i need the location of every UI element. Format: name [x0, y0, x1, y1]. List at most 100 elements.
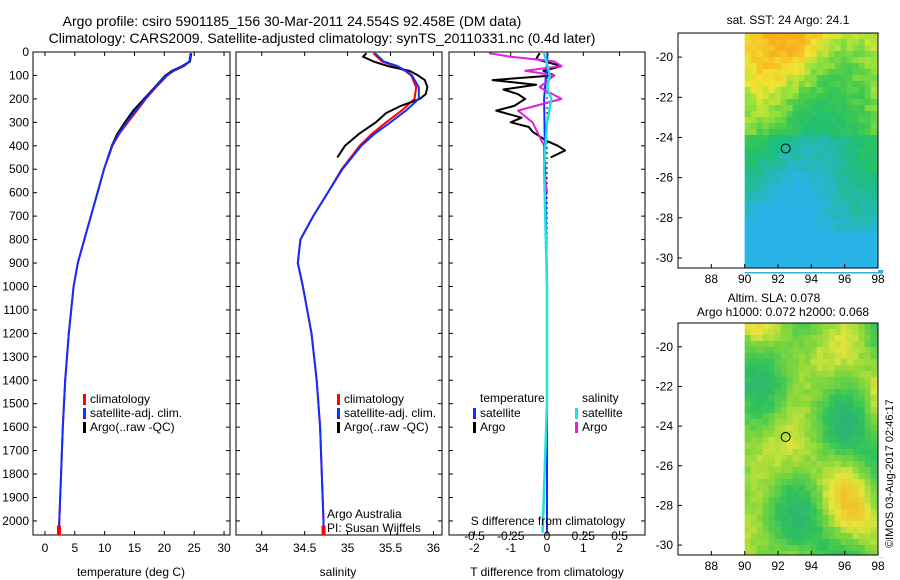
map-cell — [798, 81, 806, 88]
title-line-2: Climatology: CARS2009. Satellite-adjuste… — [49, 30, 596, 46]
map-cell — [762, 33, 770, 40]
map-cell — [870, 323, 878, 330]
map-cell — [810, 87, 818, 94]
map-cell — [852, 105, 860, 112]
map-cell — [852, 171, 860, 178]
map-cell — [774, 231, 782, 238]
map-cell — [780, 527, 788, 534]
map-cell — [798, 51, 806, 58]
map-cell — [744, 365, 752, 372]
y-tick-label: 2000 — [2, 514, 29, 528]
map-cell — [834, 335, 842, 342]
map-cell — [810, 99, 818, 106]
map-cell — [834, 413, 842, 420]
map-cell — [786, 323, 794, 330]
map-cell — [762, 533, 770, 540]
map-cell — [822, 419, 830, 426]
map-cell — [768, 347, 776, 354]
map-cell — [756, 551, 764, 558]
map-cell — [864, 93, 872, 100]
map-cell — [774, 75, 782, 82]
map-cell — [828, 437, 836, 444]
map-cell — [774, 57, 782, 64]
map-cell — [816, 419, 824, 426]
map-cell — [840, 365, 848, 372]
map-cell — [864, 135, 872, 142]
map-cell — [804, 497, 812, 504]
map-cell — [852, 437, 860, 444]
map-cell — [858, 51, 866, 58]
map-cell — [744, 129, 752, 136]
map-cell — [768, 437, 776, 444]
map-cell — [798, 45, 806, 52]
map-cell — [846, 521, 854, 528]
map-cell — [834, 261, 842, 268]
map-cell — [804, 123, 812, 130]
map-cell — [840, 147, 848, 154]
map-cell — [750, 437, 758, 444]
map-cell — [780, 497, 788, 504]
map-cell — [798, 99, 806, 106]
map-cell — [786, 177, 794, 184]
map-cell — [822, 503, 830, 510]
map-cell — [810, 231, 818, 238]
map-cell — [834, 75, 842, 82]
map-cell — [780, 243, 788, 250]
map-cell — [816, 213, 824, 220]
map-cell — [870, 539, 878, 546]
map-cell — [756, 123, 764, 130]
map-cell — [816, 183, 824, 190]
map-cell — [750, 353, 758, 360]
map-cell — [840, 75, 848, 82]
map-cell — [846, 455, 854, 462]
map-cell — [840, 389, 848, 396]
map-cell — [828, 117, 836, 124]
map-cell — [852, 207, 860, 214]
map-cell — [756, 515, 764, 522]
map-cell — [840, 479, 848, 486]
map-cell — [870, 467, 878, 474]
map-cell — [792, 455, 800, 462]
map-cell — [840, 111, 848, 118]
map-cell — [834, 117, 842, 124]
map-cell — [840, 437, 848, 444]
map-cell — [822, 177, 830, 184]
map-cell — [816, 105, 824, 112]
map-cell — [804, 51, 812, 58]
map-cell — [870, 249, 878, 256]
map-cell — [858, 389, 866, 396]
map-cell — [756, 153, 764, 160]
map-cell — [870, 383, 878, 390]
map-cell — [762, 359, 770, 366]
map-cell — [840, 413, 848, 420]
map-cell — [846, 189, 854, 196]
map-cell — [804, 75, 812, 82]
map-cell — [810, 33, 818, 40]
y-tick-label: 1200 — [2, 326, 29, 340]
x-tick-label-salinity: -0.25 — [497, 529, 525, 543]
map-cell — [822, 455, 830, 462]
map-cell — [804, 105, 812, 112]
map-cell — [846, 231, 854, 238]
map-cell — [744, 243, 752, 250]
map-cell — [798, 461, 806, 468]
map-cell — [792, 63, 800, 70]
map-cell — [750, 455, 758, 462]
map-cell — [774, 377, 782, 384]
map-cell — [792, 389, 800, 396]
y-tick-label: 1300 — [2, 350, 29, 364]
map-cell — [762, 539, 770, 546]
map-cell — [846, 195, 854, 202]
map-cell — [750, 491, 758, 498]
map-cell — [810, 473, 818, 480]
map-cell — [762, 261, 770, 268]
x-axis-label: T difference from climatology — [470, 565, 624, 579]
map-cell — [798, 377, 806, 384]
map-cell — [798, 395, 806, 402]
map-cell — [864, 389, 872, 396]
map-cell — [810, 521, 818, 528]
map-cell — [840, 431, 848, 438]
map-cell — [846, 491, 854, 498]
map-cell — [756, 461, 764, 468]
map-cell — [798, 129, 806, 136]
